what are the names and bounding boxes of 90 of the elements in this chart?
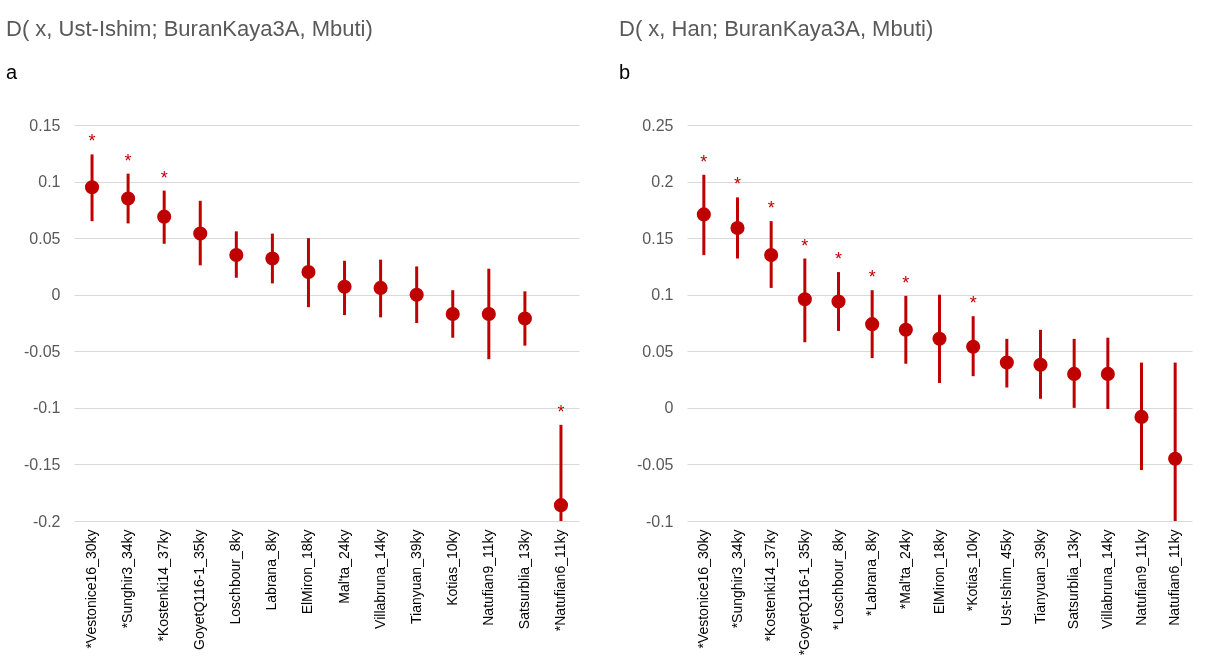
x-tick-label: Natufian6_11ky — [1166, 529, 1183, 626]
point — [301, 265, 316, 280]
annotation: * — [902, 272, 910, 293]
x-tick-label: *Kostenki14_37ky — [762, 529, 779, 642]
point — [730, 220, 745, 236]
x-tick-label: Natufian9_11ky — [479, 529, 496, 626]
x-tick-label: *Vestonice16_30ky — [83, 529, 100, 649]
annotation: * — [160, 167, 168, 188]
point — [1033, 357, 1048, 372]
point — [157, 209, 172, 224]
point — [999, 355, 1014, 370]
x-tick-label: Villabruna_14ky — [1098, 529, 1115, 629]
y-tick-label: 0.1 — [651, 286, 674, 304]
point — [1134, 409, 1149, 424]
x-tick-label: Tianyuan_39ky — [407, 529, 424, 624]
x-tick-label: ElMiron_18ky — [930, 529, 947, 615]
x-tick-label: *Kostenki14_37ky — [155, 529, 172, 642]
point — [121, 191, 136, 206]
annotation: * — [969, 293, 977, 314]
point — [265, 251, 280, 266]
x-tick-label: Satsurblia_13ky — [515, 529, 532, 630]
point — [865, 317, 880, 332]
y-tick-label: 0.2 — [651, 173, 674, 191]
y-tick-label: -0.05 — [637, 455, 674, 473]
annotation: * — [124, 150, 132, 171]
point — [1067, 366, 1082, 381]
annotation: * — [557, 401, 565, 422]
point — [481, 306, 496, 322]
point — [932, 331, 947, 346]
x-tick-label: Labrana_8ky — [263, 529, 280, 611]
annotation: * — [700, 151, 708, 172]
x-tick-label: *GoyetQ116-1_35ky — [795, 529, 812, 656]
x-tick-label: ElMiron_18ky — [299, 529, 316, 615]
y-tick-label: 0.05 — [642, 342, 674, 360]
point — [966, 339, 981, 354]
x-tick-label: *Sunghir3_34ky — [728, 529, 745, 629]
y-tick-label: 0 — [664, 399, 674, 417]
chart-title: D( x, Ust-Ishim; BuranKaya3A, Mbuti) — [6, 16, 373, 41]
x-tick-label: Natufian9_11ky — [1132, 529, 1149, 626]
point — [337, 279, 352, 294]
x-tick-label: Villabruna_14ky — [371, 529, 388, 629]
point — [84, 180, 100, 195]
y-tick-label: -0.1 — [645, 512, 674, 530]
point — [797, 292, 812, 307]
annotation: * — [88, 131, 96, 152]
point — [517, 311, 532, 326]
annotation: * — [834, 249, 843, 270]
chart-title: D( x, Han; BuranKaya3A, Mbuti) — [619, 16, 934, 41]
annotation: * — [767, 198, 775, 219]
x-tick-label: Mal'ta_24ky — [335, 529, 352, 604]
x-tick-label: Ust-Ishim_45ky — [997, 529, 1014, 626]
x-tick-label: *Kotias_10ky — [964, 529, 981, 612]
y-tick-label: 0.1 — [38, 173, 61, 191]
point — [553, 498, 569, 513]
y-tick-label: -0.15 — [24, 455, 61, 473]
point — [831, 294, 846, 309]
x-tick-label: *Sunghir3_34ky — [119, 529, 136, 629]
y-tick-label: 0.15 — [642, 229, 674, 247]
x-tick-label: *Mal'ta_24ky — [896, 529, 913, 610]
x-tick-label: Satsurblia_13ky — [1065, 529, 1082, 630]
y-tick-label: -0.05 — [24, 342, 61, 360]
annotation: * — [801, 235, 809, 256]
point — [1100, 366, 1115, 381]
point — [898, 322, 913, 337]
x-tick-label: GoyetQ116-1_35ky — [191, 529, 208, 650]
x-tick-label: *Loschbour_8ky — [829, 529, 846, 630]
y-tick-label: 0.15 — [29, 116, 61, 134]
point — [696, 207, 711, 222]
x-tick-label: Kotias_10ky — [443, 529, 460, 606]
point — [229, 248, 244, 263]
point — [373, 280, 388, 295]
point — [1168, 451, 1183, 466]
x-tick-label: *Natufian6_11ky — [551, 529, 568, 632]
point — [193, 226, 208, 241]
y-tick-label: 0.25 — [642, 116, 674, 134]
x-tick-label: *Labrana_8ky — [863, 529, 880, 616]
annotation: * — [868, 267, 876, 288]
text: b — [619, 61, 631, 83]
point — [764, 248, 779, 263]
y-tick-label: 0.05 — [29, 229, 61, 247]
x-tick-label: Loschbour_8ky — [227, 529, 244, 625]
x-tick-label: *Vestonice16_30ky — [694, 529, 711, 649]
text: a — [6, 61, 18, 83]
point — [409, 287, 424, 302]
point — [445, 306, 460, 322]
y-tick-label: -0.2 — [32, 512, 61, 530]
y-tick-label: 0 — [51, 286, 61, 304]
y-tick-label: -0.1 — [32, 399, 61, 417]
x-tick-label: Tianyuan_39ky — [1031, 529, 1048, 624]
annotation: * — [733, 174, 742, 195]
